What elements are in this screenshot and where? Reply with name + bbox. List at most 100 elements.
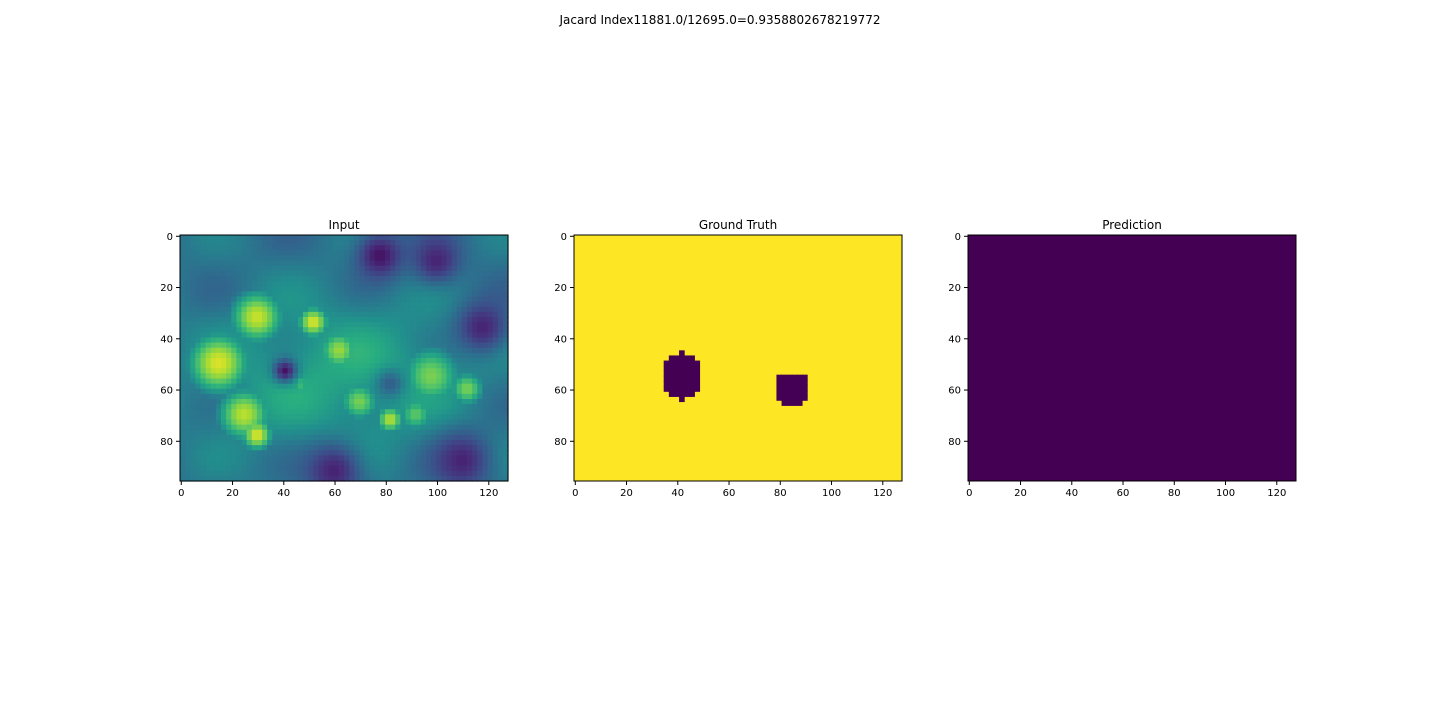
heatmap-cell <box>359 348 365 354</box>
heatmap-cell <box>477 338 483 344</box>
heatmap-cell <box>318 379 324 385</box>
heatmap-cell <box>385 430 391 436</box>
heatmap-cell <box>303 440 309 446</box>
heatmap-cell <box>406 373 412 379</box>
heatmap-cell <box>472 409 478 415</box>
heatmap-cell <box>431 363 437 369</box>
heatmap-cell <box>190 240 196 246</box>
heatmap-cell <box>395 466 401 472</box>
heatmap-cell <box>467 471 473 477</box>
mask-region-cell <box>684 366 690 372</box>
heatmap-cell <box>457 250 463 256</box>
heatmap-cell <box>242 332 248 338</box>
heatmap-cell <box>252 414 258 420</box>
heatmap-cell <box>354 343 360 349</box>
heatmap-cell <box>498 368 504 374</box>
heatmap-cell <box>262 327 268 333</box>
heatmap-cell <box>324 261 330 267</box>
heatmap-cell <box>457 379 463 385</box>
heatmap-cell <box>318 338 324 344</box>
heatmap-cell <box>303 471 309 477</box>
heatmap-cell <box>272 399 278 405</box>
heatmap-cell <box>308 409 314 415</box>
heatmap-cell <box>482 245 488 251</box>
heatmap-cell <box>365 435 371 441</box>
heatmap-cell <box>385 414 391 420</box>
heatmap-cell <box>493 379 499 385</box>
heatmap-cell <box>411 250 417 256</box>
heatmap-cell <box>313 343 319 349</box>
heatmap-cell <box>477 322 483 328</box>
heatmap-cell <box>462 297 468 303</box>
heatmap-cell <box>313 363 319 369</box>
heatmap-cell <box>375 256 381 262</box>
heatmap-cell <box>344 445 350 451</box>
heatmap-cell <box>359 261 365 267</box>
heatmap-cell <box>329 307 335 313</box>
heatmap-cell <box>472 466 478 472</box>
heatmap-cell <box>226 286 232 292</box>
heatmap-cell <box>359 394 365 400</box>
heatmap-cell <box>488 250 494 256</box>
heatmap-cell <box>447 425 453 431</box>
heatmap-cell <box>344 353 350 359</box>
heatmap-cell <box>236 379 242 385</box>
heatmap-cell <box>226 276 232 282</box>
heatmap-cell <box>452 384 458 390</box>
heatmap-cell <box>206 440 212 446</box>
heatmap-cell <box>482 450 488 456</box>
heatmap-cell <box>185 425 191 431</box>
heatmap-cell <box>221 276 227 282</box>
heatmap-cell <box>308 450 314 456</box>
heatmap-cell <box>426 291 432 297</box>
heatmap-cell <box>318 291 324 297</box>
heatmap-cell <box>288 466 294 472</box>
heatmap-cell <box>242 256 248 262</box>
heatmap-cell <box>283 363 289 369</box>
heatmap-cell <box>190 317 196 323</box>
heatmap-cell <box>431 358 437 364</box>
heatmap-cell <box>441 414 447 420</box>
heatmap-cell <box>436 250 442 256</box>
heatmap-cell <box>354 384 360 390</box>
heatmap-cell <box>211 455 217 461</box>
heatmap-cell <box>277 348 283 354</box>
heatmap-cell <box>313 399 319 405</box>
heatmap-cell <box>190 286 196 292</box>
heatmap-cell <box>201 291 207 297</box>
heatmap-cell <box>313 281 319 287</box>
heatmap-cell <box>236 297 242 303</box>
heatmap-cell <box>370 250 376 256</box>
heatmap-cell <box>380 358 386 364</box>
heatmap-cell <box>267 271 273 277</box>
heatmap-cell <box>221 445 227 451</box>
heatmap-cell <box>231 409 237 415</box>
heatmap-cell <box>370 327 376 333</box>
heatmap-cell <box>272 404 278 410</box>
heatmap-cell <box>231 461 237 467</box>
heatmap-cell <box>231 425 237 431</box>
heatmap-cell <box>257 353 263 359</box>
y-tick-label: 20 <box>160 283 173 294</box>
heatmap-cell <box>247 414 253 420</box>
heatmap-cell <box>482 317 488 323</box>
heatmap-cell <box>457 425 463 431</box>
mask-region-cell <box>776 385 782 391</box>
heatmap-cell <box>447 455 453 461</box>
heatmap-cell <box>493 394 499 400</box>
heatmap-cell <box>411 389 417 395</box>
y-tick-label: 60 <box>554 386 567 397</box>
heatmap-cell <box>180 338 186 344</box>
heatmap-cell <box>359 414 365 420</box>
heatmap-cell <box>400 312 406 318</box>
heatmap-cell <box>395 297 401 303</box>
heatmap-cell <box>344 276 350 282</box>
heatmap-cell <box>303 420 309 426</box>
heatmap-cell <box>477 455 483 461</box>
heatmap-cell <box>452 348 458 354</box>
heatmap-cell <box>493 291 499 297</box>
heatmap-cell <box>180 235 186 241</box>
heatmap-cell <box>477 245 483 251</box>
mask-region-cell <box>776 395 782 401</box>
heatmap-cell <box>400 240 406 246</box>
